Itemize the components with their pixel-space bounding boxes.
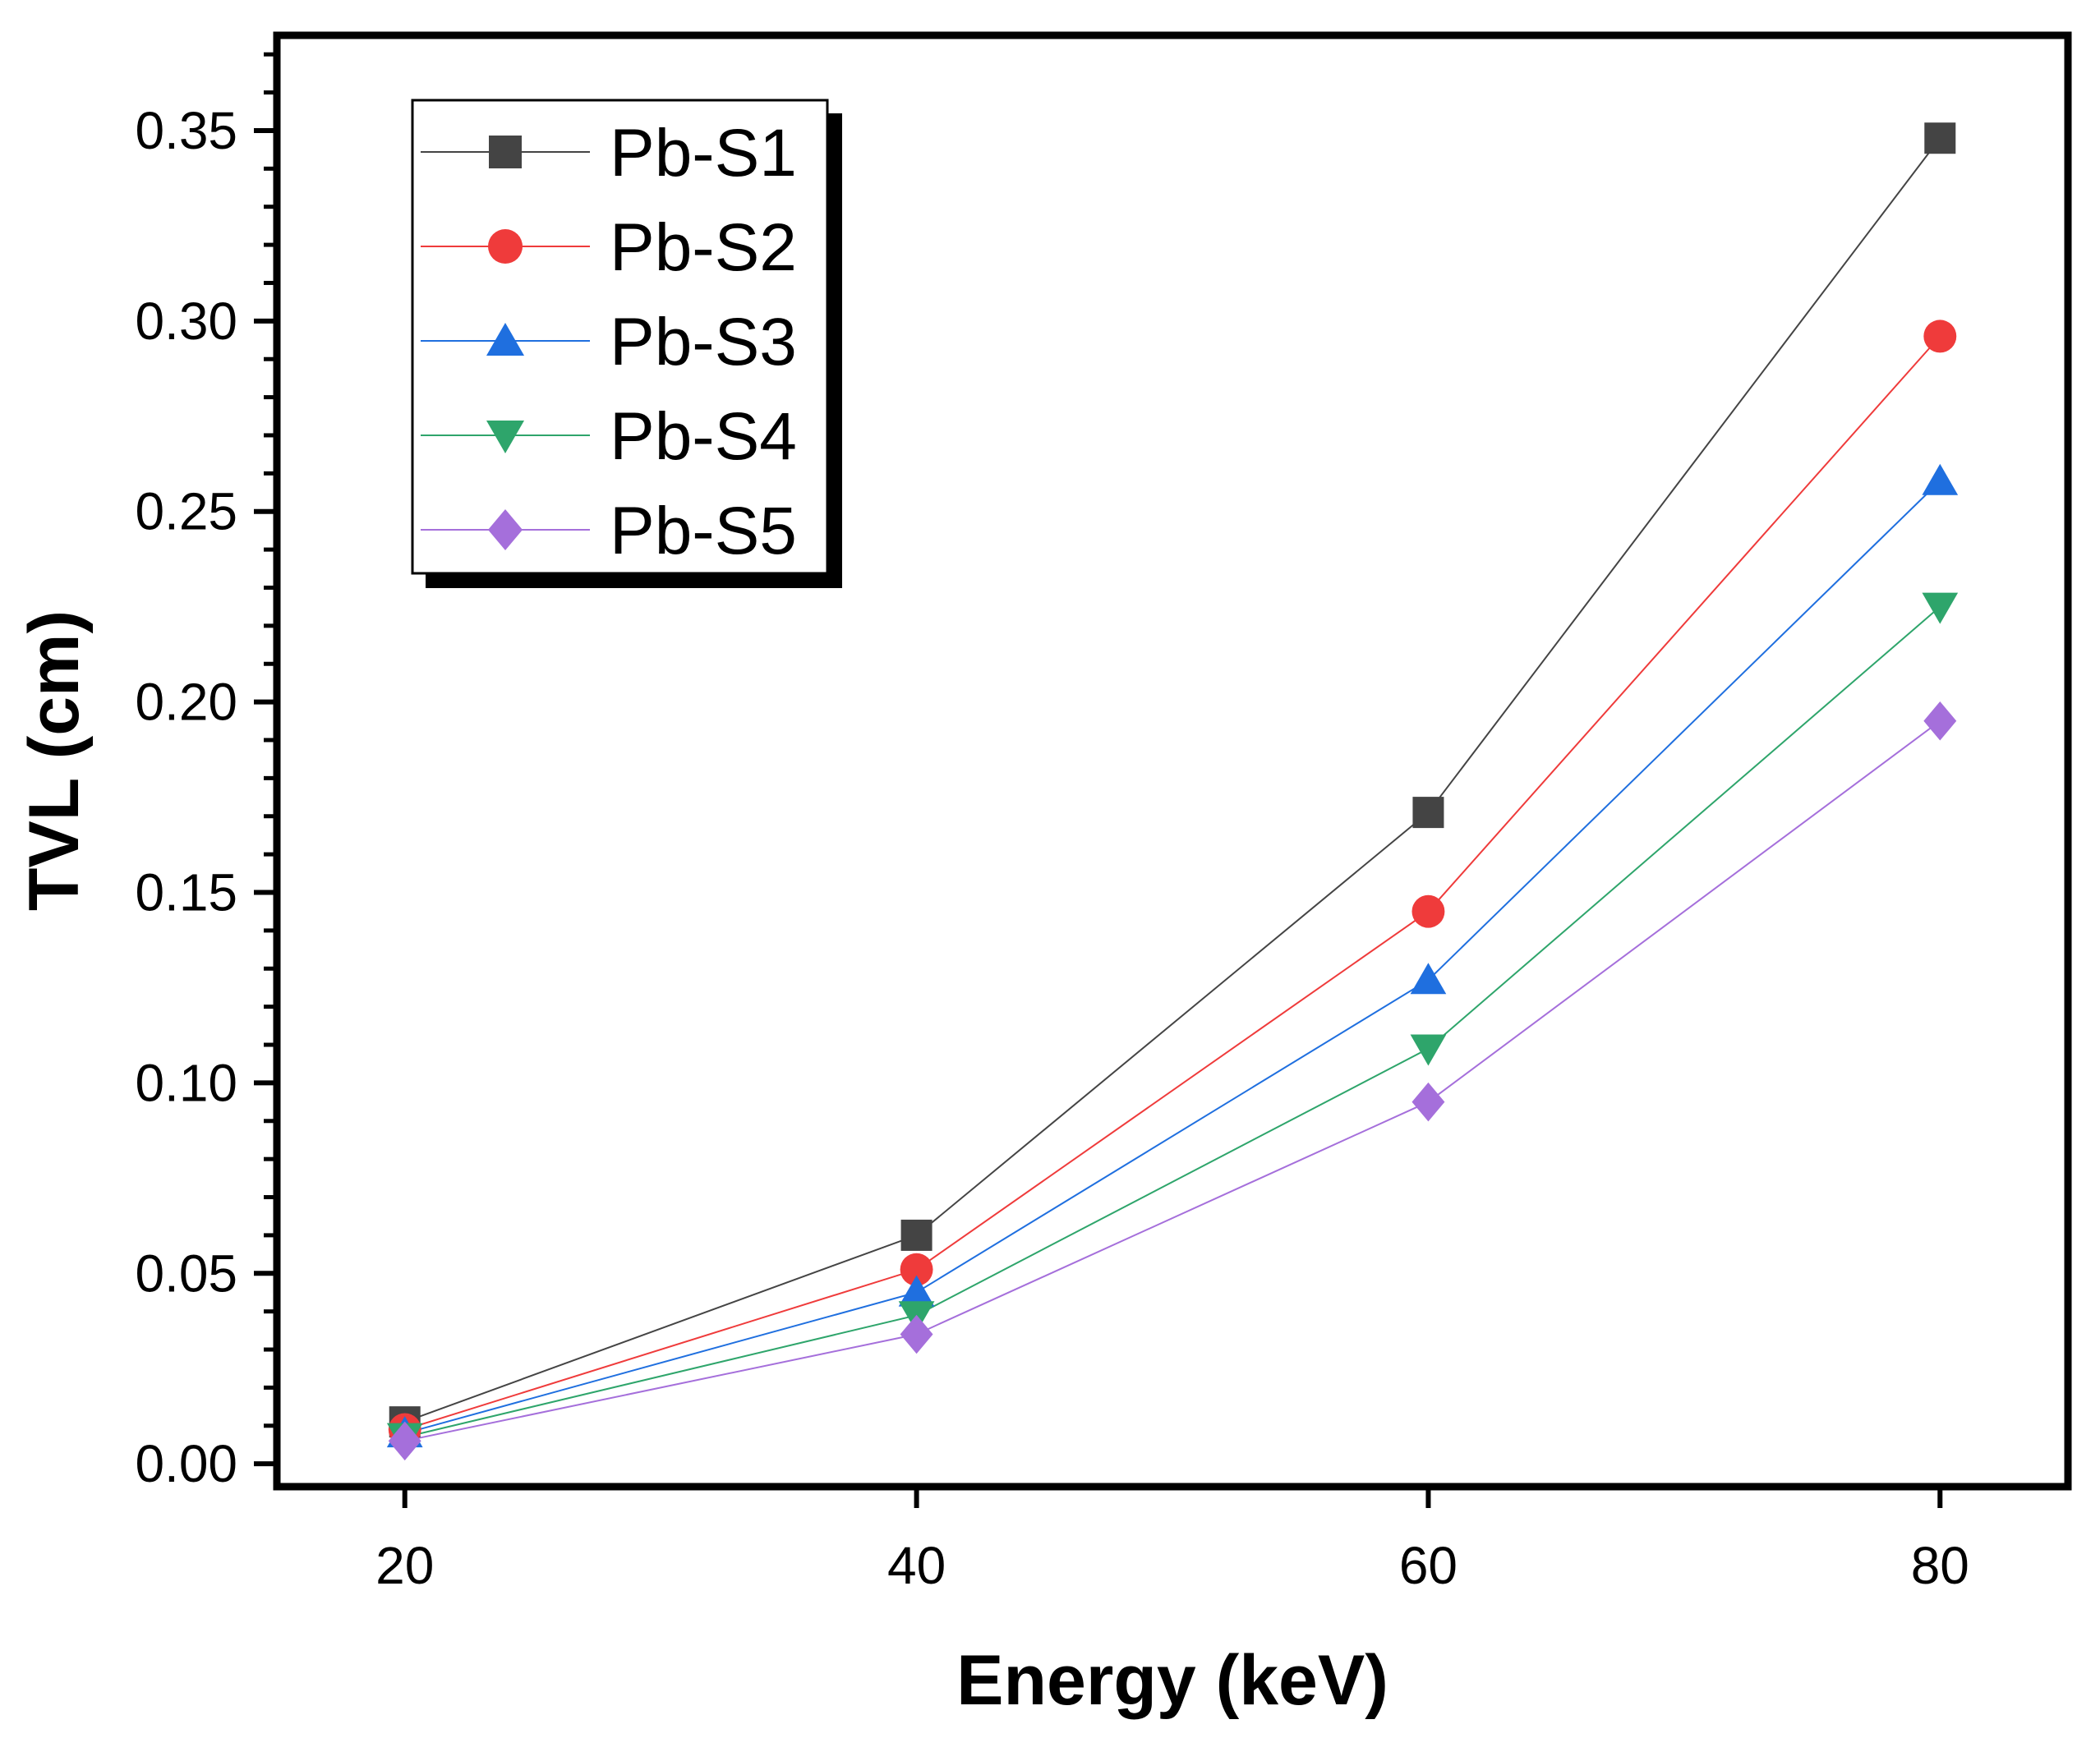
- legend-label-Pb-S2: Pb-S2: [610, 210, 797, 285]
- series-markers-Pb-S3: [386, 463, 1959, 1448]
- series-markers-Pb-S5: [388, 701, 1957, 1461]
- series-line-Pb-S2: [404, 335, 1941, 1431]
- legend-marker-Pb-S1: [489, 136, 522, 168]
- x-axis: 20 40 60 80: [375, 1487, 1969, 1595]
- data-point-Pb-S5-80: [1923, 701, 1957, 741]
- y-tick-label-0.05: 0.05: [135, 1244, 237, 1303]
- data-point-Pb-S2-40: [900, 1253, 933, 1286]
- legend-entry-Pb-S5: Pb-S5: [421, 494, 797, 568]
- data-point-Pb-S5-20: [388, 1421, 421, 1461]
- legend-entry-Pb-S1: Pb-S1: [421, 116, 797, 191]
- y-tick-label-0.10: 0.10: [135, 1053, 237, 1112]
- series-line-Pb-S1: [404, 137, 1941, 1423]
- y-axis-title: TVL (cm): [15, 610, 94, 911]
- y-tick-label-0.15: 0.15: [135, 863, 237, 922]
- legend-label-Pb-S4: Pb-S4: [610, 399, 797, 474]
- legend-marker-Pb-S2: [488, 229, 523, 264]
- series-Pb-S2: [404, 335, 1941, 1431]
- legend-entry-Pb-S4: Pb-S4: [421, 399, 797, 474]
- y-tick-label-0.00: 0.00: [135, 1434, 237, 1493]
- data-point-Pb-S3-80: [1922, 463, 1959, 495]
- legend-label-Pb-S3: Pb-S3: [610, 305, 797, 379]
- data-point-Pb-S4-80: [1922, 592, 1959, 624]
- data-point-Pb-S2-60: [1412, 894, 1445, 928]
- data-point-Pb-S1-80: [1924, 122, 1956, 154]
- legend-box: [411, 99, 829, 575]
- plot-frame: [273, 31, 2072, 1491]
- legend-entry-Pb-S3: Pb-S3: [421, 305, 797, 379]
- series-line-Pb-S4: [404, 605, 1941, 1438]
- legend-label-Pb-S5: Pb-S5: [610, 494, 797, 568]
- data-point-Pb-S2-80: [1923, 320, 1957, 353]
- data-point-Pb-S5-40: [900, 1314, 933, 1354]
- y-tick-label-0.30: 0.30: [135, 292, 237, 351]
- data-point-Pb-S5-60: [1412, 1082, 1445, 1122]
- y-tick-label-0.20: 0.20: [135, 673, 237, 732]
- y-tick-label-0.35: 0.35: [135, 101, 237, 160]
- x-tick-label-20: 20: [375, 1536, 434, 1595]
- data-point-Pb-S1-40: [900, 1219, 933, 1251]
- legend-label-Pb-S1: Pb-S1: [610, 116, 797, 191]
- legend-marker-Pb-S5: [488, 509, 523, 550]
- series-layer: [386, 122, 1959, 1461]
- y-tick-label-0.25: 0.25: [135, 482, 237, 541]
- legend-marker-Pb-S3: [486, 323, 524, 356]
- legend-entry-Pb-S2: Pb-S2: [421, 210, 797, 285]
- series-Pb-S4: [404, 605, 1941, 1438]
- data-point-Pb-S1-60: [1412, 797, 1444, 829]
- x-axis-title: Energy (keV): [956, 1641, 1388, 1720]
- legend-entries: Pb-S1 Pb-S2 Pb-S3 Pb-S4 Pb-S5: [421, 116, 797, 568]
- series-Pb-S5: [404, 720, 1941, 1442]
- legend: Pb-S1 Pb-S2 Pb-S3 Pb-S4 Pb-S5: [411, 99, 842, 588]
- series-Pb-S1: [404, 137, 1941, 1423]
- data-point-Pb-S3-40: [898, 1275, 935, 1307]
- series-line-Pb-S3: [404, 480, 1941, 1435]
- x-tick-label-60: 60: [1399, 1536, 1458, 1595]
- x-tick-label-80: 80: [1911, 1536, 1969, 1595]
- y-axis: 0.00 0.05 0.10 0.15 0.20 0.25 0.30 0.35: [135, 52, 277, 1493]
- data-point-Pb-S3-60: [1410, 963, 1447, 995]
- data-point-Pb-S4-60: [1410, 1034, 1447, 1066]
- legend-marker-Pb-S4: [486, 421, 524, 453]
- series-Pb-S3: [404, 480, 1941, 1435]
- series-line-Pb-S5: [404, 720, 1941, 1442]
- x-tick-label-40: 40: [887, 1536, 946, 1595]
